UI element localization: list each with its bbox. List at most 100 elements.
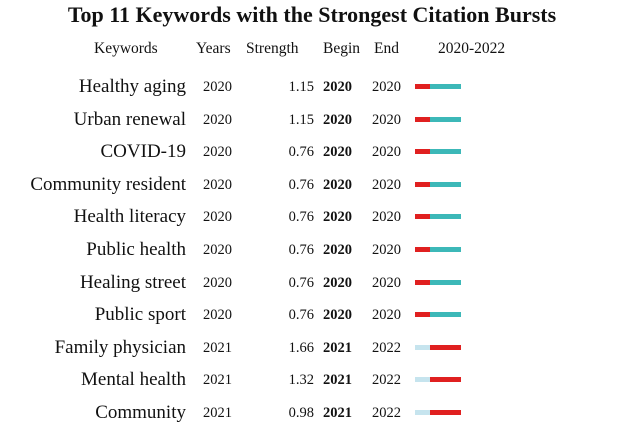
burst-timeline bbox=[415, 116, 461, 122]
year-value: 2020 bbox=[203, 307, 232, 324]
active-segment bbox=[445, 84, 461, 89]
keyword-label: Public health bbox=[86, 239, 186, 260]
burst-timeline bbox=[415, 247, 461, 252]
end-value: 2020 bbox=[372, 144, 401, 161]
burst-segment bbox=[415, 247, 431, 252]
keyword-label: Healing street bbox=[79, 271, 186, 293]
burst-segment bbox=[430, 377, 446, 383]
year-value: 2020 bbox=[203, 111, 232, 128]
header-keywords: Keywords bbox=[94, 40, 158, 57]
keyword-label: Healthy aging bbox=[78, 76, 186, 97]
active-segment bbox=[430, 214, 446, 220]
active-segment bbox=[430, 181, 446, 187]
year-value: 2021 bbox=[203, 339, 232, 356]
burst-row: Healthy aging 2020 1.15 2020 2020 bbox=[0, 71, 624, 103]
end-value: 2020 bbox=[372, 242, 401, 258]
header-strength: Strength bbox=[246, 40, 299, 57]
burst-row: Healing street 2020 0.76 2020 2020 bbox=[0, 267, 624, 299]
active-segment bbox=[430, 149, 446, 155]
burst-timeline bbox=[415, 344, 461, 350]
end-value: 2020 bbox=[372, 307, 401, 324]
begin-value: 2020 bbox=[323, 79, 352, 95]
inactive-segment bbox=[415, 410, 431, 415]
begin-value: 2020 bbox=[323, 274, 352, 291]
strength-value: 0.76 bbox=[288, 242, 314, 258]
active-segment bbox=[430, 279, 446, 285]
burst-timeline bbox=[415, 410, 461, 415]
active-segment bbox=[445, 181, 461, 187]
strength-value: 1.66 bbox=[288, 339, 314, 356]
active-segment bbox=[430, 84, 446, 89]
burst-segment bbox=[415, 279, 431, 285]
keyword-label: Urban renewal bbox=[73, 108, 186, 130]
burst-row: Family physician 2021 1.66 2021 2022 bbox=[0, 332, 624, 364]
burst-timeline bbox=[415, 181, 461, 187]
burst-row: Public sport 2020 0.76 2020 2020 bbox=[0, 299, 624, 331]
burst-segment bbox=[415, 181, 431, 187]
keyword-label: Community bbox=[95, 402, 186, 423]
active-segment bbox=[445, 149, 461, 155]
keyword-label: Family physician bbox=[54, 336, 186, 358]
strength-value: 1.15 bbox=[288, 79, 314, 95]
end-value: 2020 bbox=[372, 111, 401, 128]
burst-row: Mental health 2021 1.32 2021 2022 bbox=[0, 364, 624, 396]
begin-value: 2021 bbox=[323, 339, 352, 356]
keyword-label: Mental health bbox=[81, 369, 186, 391]
strength-value: 1.32 bbox=[288, 372, 314, 389]
burst-timeline bbox=[415, 377, 461, 383]
active-segment bbox=[430, 312, 446, 318]
begin-value: 2020 bbox=[323, 144, 352, 161]
burst-segment bbox=[415, 116, 431, 122]
end-value: 2020 bbox=[372, 79, 401, 95]
begin-value: 2021 bbox=[323, 372, 352, 389]
burst-segment bbox=[415, 214, 431, 220]
year-value: 2020 bbox=[203, 209, 232, 226]
header-years: Years bbox=[196, 40, 231, 57]
burst-segment bbox=[445, 377, 461, 383]
strength-value: 0.76 bbox=[288, 176, 314, 193]
burst-segment bbox=[445, 410, 461, 415]
burst-row: Health literacy 2020 0.76 2020 2020 bbox=[0, 201, 624, 233]
end-value: 2020 bbox=[372, 176, 401, 193]
begin-value: 2020 bbox=[323, 209, 352, 226]
keyword-label: COVID-19 bbox=[100, 141, 187, 163]
year-value: 2020 bbox=[203, 242, 232, 258]
year-value: 2020 bbox=[203, 144, 232, 161]
year-value: 2021 bbox=[203, 405, 232, 421]
active-segment bbox=[445, 312, 461, 318]
burst-timeline bbox=[415, 149, 461, 155]
end-value: 2020 bbox=[372, 274, 401, 291]
end-value: 2020 bbox=[372, 209, 401, 226]
active-segment bbox=[430, 247, 446, 252]
strength-value: 0.76 bbox=[288, 144, 314, 161]
burst-segment bbox=[415, 149, 431, 155]
burst-timeline bbox=[415, 214, 461, 220]
end-value: 2022 bbox=[372, 405, 401, 421]
header-timeline: 2020-2022 bbox=[438, 40, 506, 57]
burst-segment bbox=[430, 410, 446, 415]
burst-row: Community 2021 0.98 2021 2022 bbox=[0, 397, 624, 429]
begin-value: 2020 bbox=[323, 307, 352, 324]
burst-timeline bbox=[415, 279, 461, 285]
begin-value: 2020 bbox=[323, 242, 352, 258]
active-segment bbox=[445, 116, 461, 122]
burst-segment bbox=[445, 344, 461, 350]
burst-timeline bbox=[415, 84, 461, 89]
end-value: 2022 bbox=[372, 339, 401, 356]
burst-row: COVID-19 2020 0.76 2020 2020 bbox=[0, 136, 624, 168]
active-segment bbox=[430, 116, 446, 122]
keyword-label: Health literacy bbox=[73, 206, 186, 228]
strength-value: 0.76 bbox=[288, 307, 314, 324]
burst-row: Urban renewal 2020 1.15 2020 2020 bbox=[0, 104, 624, 136]
header-end: End bbox=[374, 40, 399, 57]
year-value: 2020 bbox=[203, 274, 232, 291]
keyword-label: Community resident bbox=[30, 173, 186, 195]
strength-value: 0.76 bbox=[288, 274, 314, 291]
burst-row: Community resident 2020 0.76 2020 2020 bbox=[0, 169, 624, 201]
burst-segment bbox=[415, 84, 431, 89]
end-value: 2022 bbox=[372, 372, 401, 389]
year-value: 2021 bbox=[203, 372, 232, 389]
strength-value: 0.76 bbox=[288, 209, 314, 226]
begin-value: 2020 bbox=[323, 176, 352, 193]
